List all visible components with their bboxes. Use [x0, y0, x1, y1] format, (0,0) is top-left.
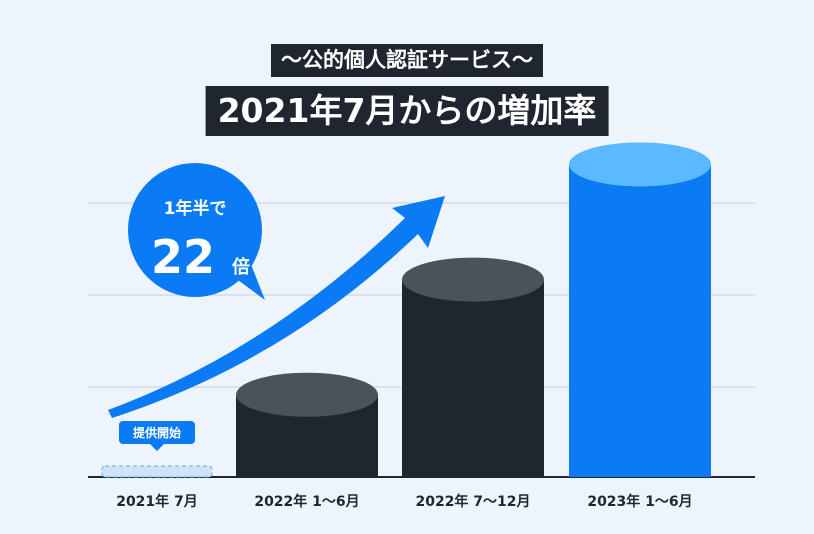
callout-line1: 1年半で	[164, 198, 227, 219]
bars	[101, 142, 711, 478]
start-badge: 提供開始	[119, 421, 195, 451]
callout-unit: 倍	[232, 256, 250, 278]
bar	[101, 465, 213, 478]
bar	[569, 142, 711, 477]
bar-cap	[402, 257, 544, 302]
bar	[236, 372, 378, 477]
start-badge-label: 提供開始	[133, 425, 181, 440]
bar-body	[402, 279, 544, 477]
x-tick-label: 2022年 7〜12月	[415, 493, 530, 510]
chart-title: 2021年7月からの増加率	[205, 86, 609, 136]
chart-subtitle: 〜公的個人認証サービス〜	[271, 44, 543, 77]
callout-bubble: 1年半で 22 倍	[128, 163, 265, 300]
bar-cap	[236, 372, 378, 417]
x-tick-label: 2022年 1〜6月	[254, 493, 359, 510]
x-tick-labels: 2021年 7月 2022年 1〜6月 2022年 7〜12月 2023年 1〜6月	[116, 493, 692, 510]
x-tick-label: 2023年 1〜6月	[587, 493, 692, 510]
callout-value: 22	[151, 230, 215, 284]
growth-arrow-icon	[108, 196, 445, 418]
bar	[402, 257, 544, 477]
bar-body	[101, 465, 213, 478]
bar-cap	[569, 142, 711, 187]
x-tick-label: 2021年 7月	[116, 493, 198, 510]
bar-body	[569, 164, 711, 477]
